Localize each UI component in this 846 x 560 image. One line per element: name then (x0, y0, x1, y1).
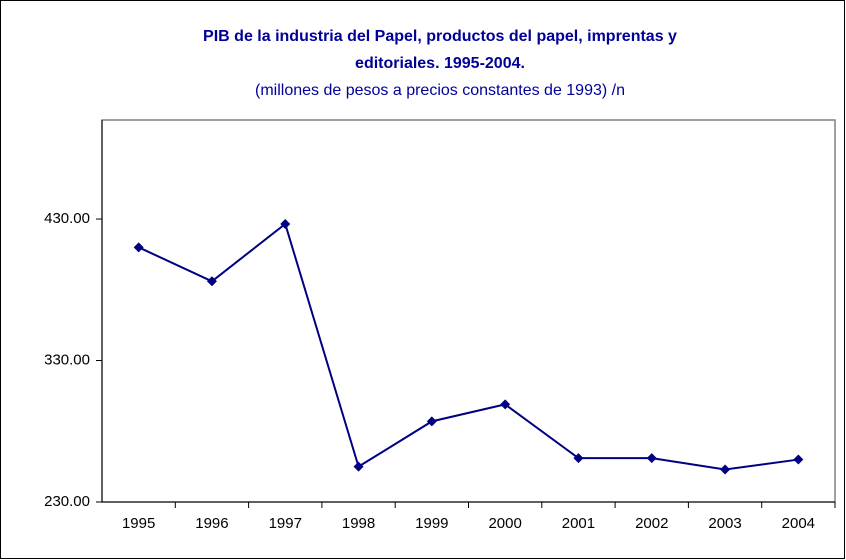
data-point (720, 464, 731, 475)
y-tick-label: 330.00 (44, 351, 90, 368)
data-point (646, 453, 657, 464)
x-tick-label: 1996 (195, 515, 228, 532)
chart-title: PIB de la industria del Papel, productos… (203, 28, 677, 45)
x-tick-label: 1998 (342, 515, 375, 532)
data-point (353, 461, 364, 472)
x-tick-label: 2002 (635, 515, 668, 532)
x-tick-label: 1997 (269, 515, 302, 532)
data-point (793, 454, 804, 465)
data-point (573, 453, 584, 464)
x-tick-label: 2003 (708, 515, 741, 532)
x-tick-label: 2000 (488, 515, 521, 532)
y-tick-label: 430.00 (44, 210, 90, 227)
data-point (500, 399, 511, 410)
chart-title: editoriales. 1995-2004. (355, 55, 525, 72)
data-line (138, 222, 799, 471)
x-tick-label: 1995 (122, 515, 155, 532)
chart-subtitle: (millones de pesos a precios constantes … (255, 82, 625, 99)
x-tick-label: 1999 (415, 515, 448, 532)
x-tick-label: 2004 (782, 515, 815, 532)
data-point (426, 416, 437, 427)
y-tick-label: 230.00 (44, 493, 90, 510)
data-point (206, 276, 217, 287)
x-tick-label: 2001 (562, 515, 595, 532)
data-point (133, 242, 144, 253)
data-point (280, 218, 291, 229)
